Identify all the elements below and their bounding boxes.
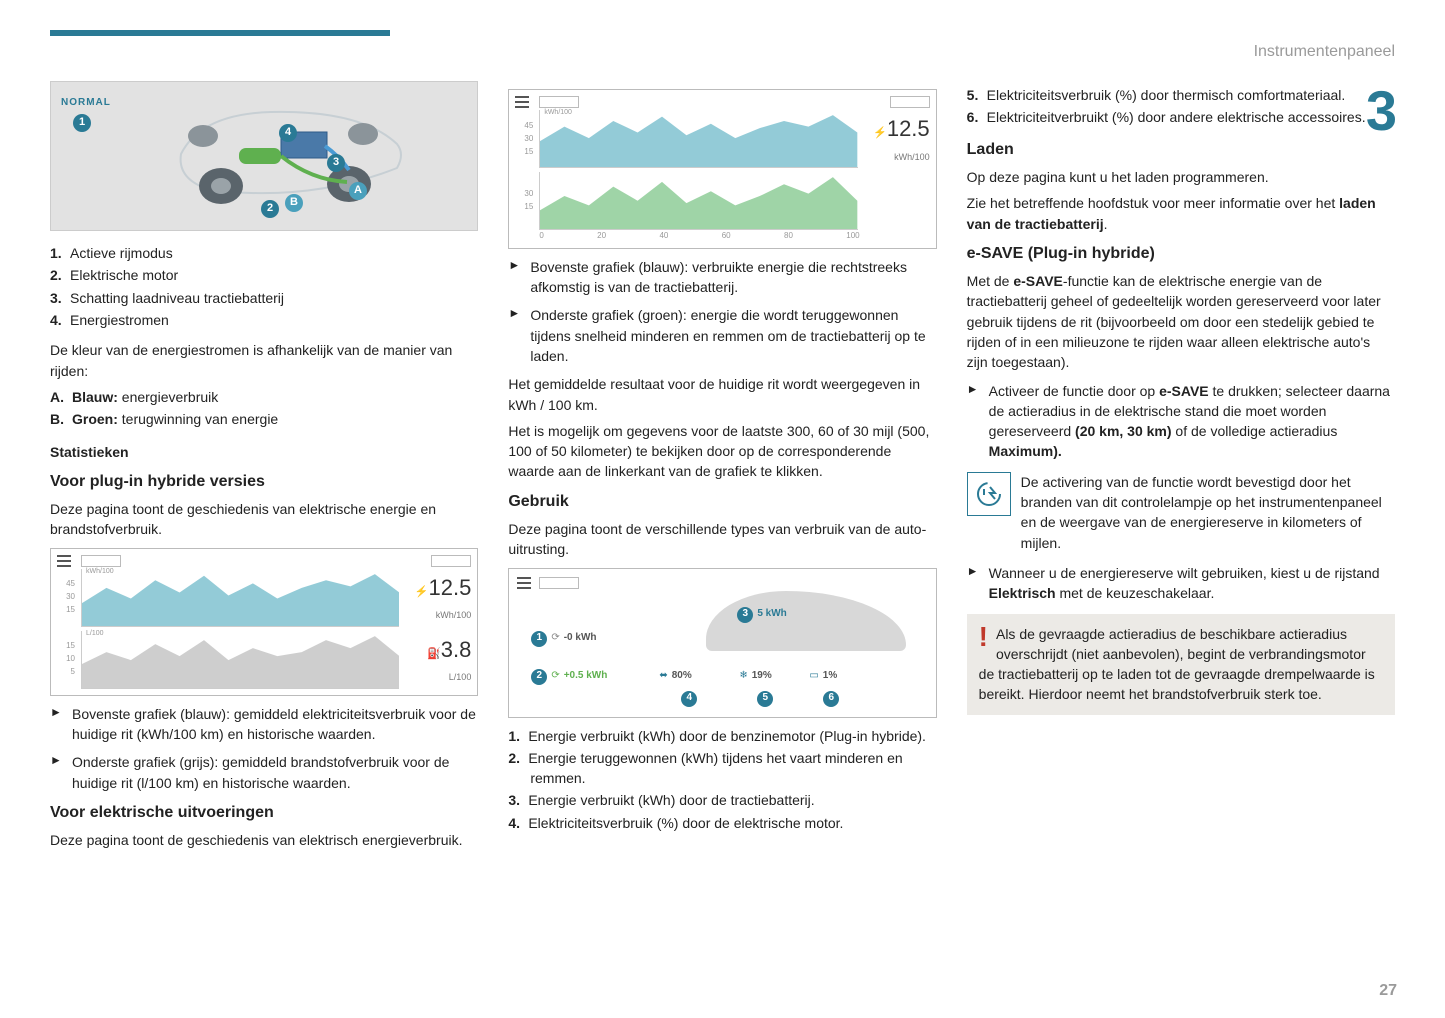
diagram-mode-label: NORMAL — [61, 96, 111, 111]
list-item: 2.Elektrische motor — [72, 265, 478, 285]
usage-diagram: 1⟳-0 kWh 2⟳+0.5 kWh 35 kWh ⬌80% ❄19% ▭1%… — [508, 568, 936, 718]
list-item: 2.Energie teruggewonnen (kWh) tijdens he… — [530, 748, 936, 789]
usage-list: 1.Energie verbruikt (kWh) door de benzin… — [508, 726, 936, 833]
section-title: Instrumentenpaneel — [50, 40, 1395, 63]
stats-chart-elec: 453015kWh/100⚡12.5kWh/100301502040608010… — [508, 89, 936, 249]
list-item: 1.Energie verbruikt (kWh) door de benzin… — [530, 726, 936, 746]
car-silhouette — [706, 591, 906, 651]
column-3: 5.Elektriciteitsverbruik (%) door thermi… — [967, 81, 1395, 856]
selector-box — [539, 577, 579, 589]
p-avg: Het gemiddelde resultaat voor de huidige… — [508, 374, 936, 415]
esave-indicator-note: De activering van de functie wordt beves… — [967, 472, 1395, 553]
plugin-bullets: Bovenste grafiek (blauw): gemiddeld elek… — [50, 704, 478, 793]
list-item: B.Groen: terugwinning van energie — [72, 409, 478, 429]
list-item: A.Blauw: energieverbruik — [72, 387, 478, 407]
usage-list-cont: 5.Elektriciteitsverbruik (%) door thermi… — [967, 85, 1395, 128]
range-selector — [431, 555, 471, 567]
vehicle-diagram: NORMAL 1 2 3 4 A B — [50, 81, 478, 231]
warning-text: Als de gevraagde actieradius de beschikb… — [979, 626, 1375, 703]
range-selector — [81, 555, 121, 567]
accent-bar — [50, 30, 390, 36]
esave-activate-item: Activeer de functie door op e-SAVE te dr… — [989, 381, 1395, 462]
heading-usage: Gebruik — [508, 490, 936, 513]
column-2: 453015kWh/100⚡12.5kWh/100301502040608010… — [508, 81, 936, 856]
list-item: 3.Schatting laadniveau tractiebatterij — [72, 288, 478, 308]
p-elec: Deze pagina toont de geschiedenis van el… — [50, 830, 478, 850]
column-1: NORMAL 1 2 3 4 A B 1.Actieve rijmodus2.E… — [50, 81, 478, 856]
energy-bullets: Bovenste grafiek (blauw): verbruikte ene… — [508, 257, 936, 366]
color-list: A.Blauw: energieverbruikB.Groen: terugwi… — [50, 387, 478, 430]
esave-use-item: Wanneer u de energiereserve wilt gebruik… — [989, 563, 1395, 604]
list-item: 4.Elektriciteitsverbruik (%) door de ele… — [530, 813, 936, 833]
diagram-legend-list: 1.Actieve rijmodus2.Elektrische motor 3.S… — [50, 243, 478, 330]
esave-indicator-text: De activering van de functie wordt beves… — [1021, 472, 1395, 553]
heading-esave: e-SAVE (Plug-in hybride) — [967, 242, 1395, 265]
hamburger-icon — [57, 555, 71, 567]
bullet-item: Bovenste grafiek (blauw): gemiddeld elek… — [72, 704, 478, 745]
list-item: 6.Elektriciteitverbruikt (%) door andere… — [989, 107, 1395, 127]
p-esave: Met de e-SAVE-functie kan de elektrische… — [967, 271, 1395, 372]
callout-1: 1 — [73, 114, 91, 132]
p-plugin: Deze pagina toont de geschiedenis van el… — [50, 499, 478, 540]
heading-statistics: Statistieken — [50, 442, 478, 462]
range-selector — [539, 96, 579, 108]
heading-laden: Laden — [967, 138, 1395, 161]
hamburger-icon — [515, 96, 529, 108]
esave-indicator-icon — [967, 472, 1011, 516]
warning-icon: ! — [979, 624, 988, 649]
warning-box: ! Als de gevraagde actieradius de beschi… — [967, 614, 1395, 715]
range-selector — [890, 96, 930, 108]
list-item: 5.Elektriciteitsverbruik (%) door thermi… — [989, 85, 1395, 105]
section-number: 3 — [1366, 70, 1397, 151]
esave-use: Wanneer u de energiereserve wilt gebruik… — [967, 563, 1395, 604]
callout-2: 2 — [261, 200, 279, 218]
list-item: 1.Actieve rijmodus — [72, 243, 478, 263]
stats-chart-plugin: 453015kWh/100⚡12.5kWh/10015105L/100⛽3.8L… — [50, 548, 478, 696]
page-number: 27 — [1379, 979, 1397, 1002]
heading-plugin: Voor plug-in hybride versies — [50, 470, 478, 493]
p-laden2: Zie het betreffende hoofdstuk voor meer … — [967, 193, 1395, 234]
bullet-item: Onderste grafiek (groen): energie die wo… — [530, 305, 936, 366]
esave-activate: Activeer de functie door op e-SAVE te dr… — [967, 381, 1395, 462]
bullet-item: Bovenste grafiek (blauw): verbruikte ene… — [530, 257, 936, 298]
p-range: Het is mogelijk om gegevens voor de laat… — [508, 421, 936, 482]
color-explain: De kleur van de energiestromen is afhank… — [50, 340, 478, 381]
heading-elec: Voor elektrische uitvoeringen — [50, 801, 478, 824]
car-outline-svg — [161, 94, 411, 214]
p-usage: Deze pagina toont de verschillende types… — [508, 519, 936, 560]
list-item: 3.Energie verbruikt (kWh) door de tracti… — [530, 790, 936, 810]
hamburger-icon — [517, 577, 531, 589]
list-item: 4.Energiestromen — [72, 310, 478, 330]
bullet-item: Onderste grafiek (grijs): gemiddeld bran… — [72, 752, 478, 793]
p-laden1: Op deze pagina kunt u het laden programm… — [967, 167, 1395, 187]
